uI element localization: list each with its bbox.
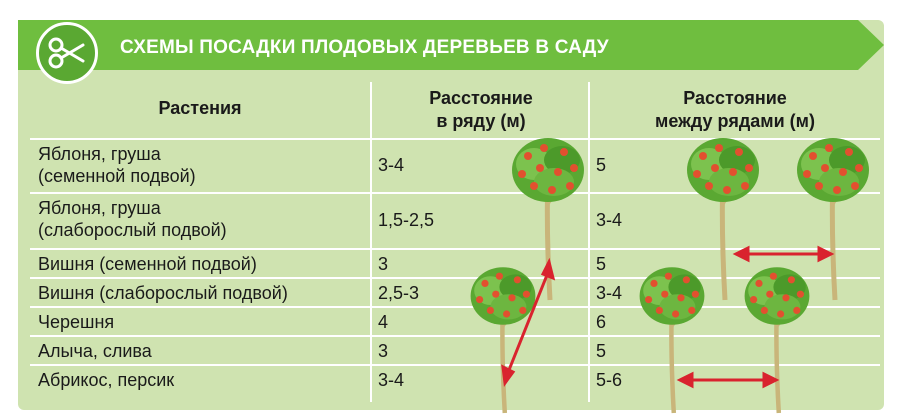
plant-name: Алыча, слива: [38, 341, 152, 361]
plant-name: Яблоня, груша (семенной подвой): [38, 144, 196, 186]
grid-line: [588, 82, 590, 402]
page-title: СХЕМЫ ПОСАДКИ ПЛОДОВЫХ ДЕРЕВЬЕВ В САДУ: [120, 37, 609, 58]
logo-badge: [36, 22, 98, 84]
column-header-plants: Растения: [158, 98, 242, 118]
grid-line: [30, 364, 880, 366]
column-header-between-rows: Расстояние между рядами (м): [655, 88, 815, 131]
grid-line: [30, 277, 880, 279]
in-row-value: 1,5-2,5: [378, 210, 435, 230]
between-rows-value: 6: [596, 312, 607, 332]
between-rows-value: 3-4: [596, 283, 623, 303]
grid-line: [30, 335, 880, 337]
between-rows-value: 5-6: [596, 370, 623, 390]
grid-line: [30, 138, 880, 140]
between-rows-value: 5: [596, 155, 607, 175]
grid-line: [30, 248, 880, 250]
plant-name: Абрикос, персик: [38, 370, 175, 390]
in-row-value: 2,5-3: [378, 283, 420, 303]
plant-name: Вишня (семенной подвой): [38, 254, 257, 274]
in-row-value: 3: [378, 341, 389, 361]
plant-name: Яблоня, груша (слаборослый подвой): [38, 198, 227, 240]
column-header-in-row: Расстояние в ряду (м): [429, 88, 533, 131]
title-bar: [18, 20, 884, 70]
between-rows-value: 5: [596, 341, 607, 361]
grid-line: [30, 192, 880, 194]
scissors-icon: [48, 37, 85, 69]
grid-line: [30, 306, 880, 308]
between-rows-value: 3-4: [596, 210, 623, 230]
in-row-value: 3-4: [378, 155, 405, 175]
plant-name: Вишня (слаборослый подвой): [38, 283, 288, 303]
between-rows-value: 5: [596, 254, 607, 274]
in-row-value: 3: [378, 254, 389, 274]
in-row-value: 4: [378, 312, 389, 332]
plant-name: Черешня: [38, 312, 115, 332]
in-row-value: 3-4: [378, 370, 405, 390]
grid-line: [370, 82, 372, 402]
